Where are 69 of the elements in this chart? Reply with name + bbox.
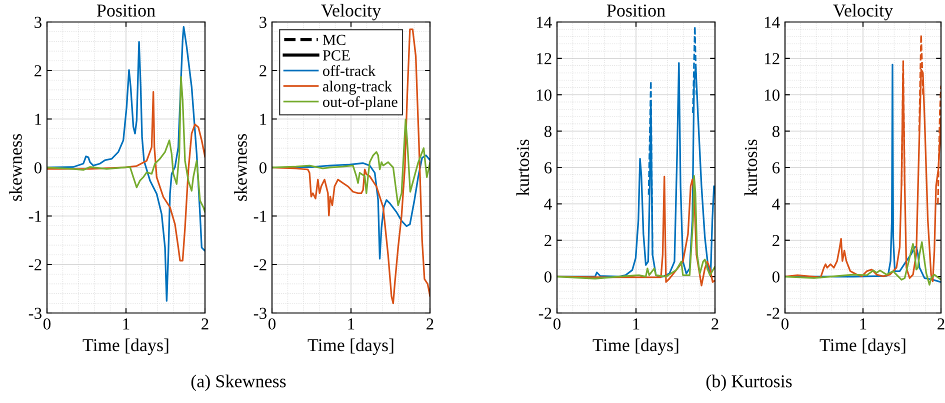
line-series [272,118,430,206]
x-tick-label: 0 [268,318,276,330]
y-tick-label: 4 [544,198,552,210]
y-tick-label: 2 [544,234,552,246]
y-tick-label: 3 [34,16,42,28]
x-tick-label: 0 [781,318,789,330]
line-series [272,28,430,304]
y-tick-label: 0 [544,271,552,283]
y-tick-label: 14 [536,16,552,28]
y-tick-label: 6 [544,162,552,174]
y-tick-label: 0 [772,271,780,283]
y-tick-label: 10 [764,89,780,101]
legend-label: off-track [323,65,376,76]
legend-label: along-track [322,80,392,95]
text: (a) Skewness [191,374,286,392]
y-tick-label: 2 [34,65,42,76]
x-tick-label: 2 [712,318,718,330]
y-tick-label: -2 [538,308,552,319]
x-tick-label: 2 [202,318,208,330]
legend-label: MC [322,34,346,46]
line-series [47,76,205,213]
x-tick-label: 1 [348,318,354,330]
y-tick-label: -2 [766,308,780,319]
y-axis-title: kurtosis [744,140,758,196]
y-tick-label: 12 [536,53,552,64]
y-tick-label: 6 [772,162,780,174]
y-tick-label: -2 [254,259,266,270]
x-tick-label: 2 [938,318,944,330]
x-axis-title: Time [days] [82,338,168,355]
legend-label: PCE [322,50,350,61]
y-tick-label: -3 [254,308,266,319]
y-tick-label: 0 [259,162,267,174]
x-tick-label: 1 [860,318,866,330]
y-tick-label: 8 [544,126,552,138]
chart-title: Position [606,4,666,17]
y-axis-title: skewness [234,134,247,201]
x-axis-title: Time [days] [820,338,906,355]
y-tick-label: -1 [28,210,42,222]
line-series [47,91,205,262]
chart-title: Position [96,4,156,17]
y-tick-label: -1 [254,210,266,222]
x-tick-label: 2 [426,318,434,330]
x-axis-title: Time [days] [308,338,394,355]
line-series [47,26,205,302]
x-axis-title: Time [days] [592,338,678,355]
line-series [785,241,941,286]
y-tick-label: 1 [260,114,266,125]
y-tick-label: 14 [764,16,780,28]
y-tick-label: 2 [772,234,780,246]
y-tick-label: 0 [34,162,42,174]
text: (b) Kurtosis [706,374,792,392]
chart-title: Velocity [833,4,894,20]
y-tick-label: 8 [772,126,780,138]
y-tick-label: 3 [260,16,266,28]
y-tick-label: 2 [260,65,266,76]
y-tick-label: 12 [764,53,780,64]
y-tick-label: 4 [772,198,780,210]
y-tick-label: -3 [28,308,42,319]
y-axis-title: skewness [9,134,22,201]
chart-title: Velocity [321,4,382,20]
x-tick-label: 1 [633,318,640,330]
y-tick-label: 1 [35,114,42,125]
x-tick-label: 0 [43,318,51,330]
x-tick-label: 0 [553,318,561,330]
legend-label: out-of-plane [323,96,398,110]
y-axis-title: kurtosis [516,140,530,196]
y-tick-label: -2 [28,259,42,270]
x-tick-label: 1 [123,318,130,330]
y-tick-label: 10 [536,89,552,101]
